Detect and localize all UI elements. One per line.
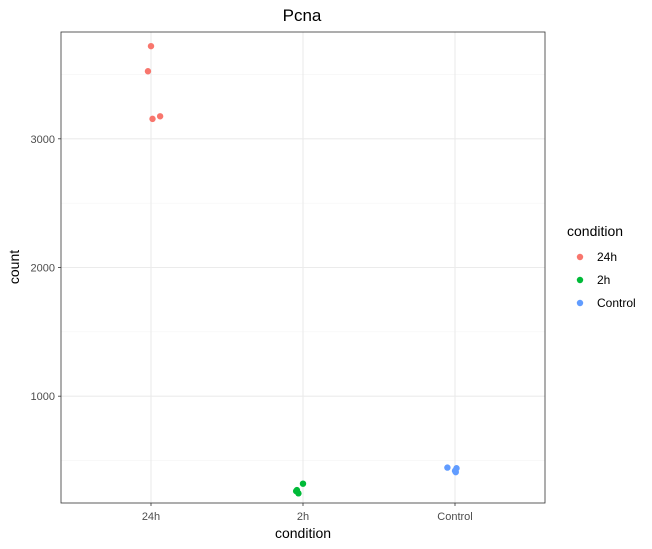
y-axis: 1000 2000 3000 <box>31 134 61 403</box>
legend: condition 24h 2h Control <box>567 223 636 310</box>
y-tick-label: 1000 <box>31 391 55 403</box>
data-point-2h <box>292 487 300 495</box>
x-tick-label: 2h <box>297 511 309 523</box>
x-tick-label: 24h <box>142 511 160 523</box>
legend-key-control <box>576 299 584 307</box>
data-point-control <box>444 464 451 471</box>
chart-title: Pcna <box>283 6 322 25</box>
data-point-24h <box>144 68 152 75</box>
data-point-2h <box>299 480 307 487</box>
y-tick-label: 3000 <box>31 134 55 146</box>
legend-title: condition <box>567 223 623 239</box>
data-point-24h <box>147 42 155 50</box>
legend-key-2h <box>576 276 584 284</box>
data-points <box>144 42 460 497</box>
y-axis-title: count <box>6 250 22 284</box>
data-point-24h <box>156 113 164 120</box>
grid <box>61 32 545 503</box>
legend-label-2h: 2h <box>597 273 610 287</box>
x-axis-title: condition <box>275 525 331 541</box>
data-point-control <box>452 468 459 476</box>
legend-label-control: Control <box>597 296 636 310</box>
data-point-24h <box>149 115 156 123</box>
x-tick-label: Control <box>437 511 472 523</box>
x-axis: 24h 2h Control <box>142 503 473 523</box>
y-tick-label: 2000 <box>31 263 55 275</box>
legend-key-24h <box>576 253 584 261</box>
legend-entries: 24h 2h Control <box>576 250 636 310</box>
legend-label-24h: 24h <box>597 250 617 264</box>
